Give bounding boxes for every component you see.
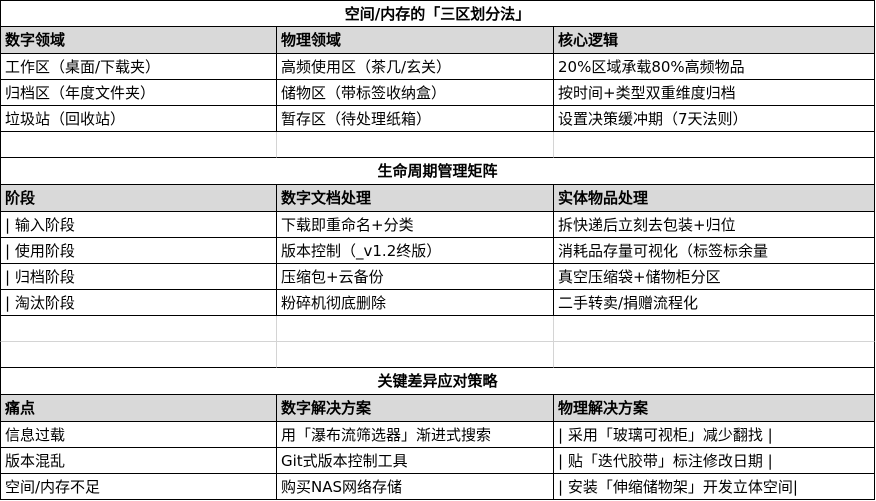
empty-row [0,316,875,342]
table-row: 信息过载 用「瀑布流筛选器」渐进式搜索 | 采用「玻璃可视柜」减少翻找 | [0,422,875,448]
header-cell[interactable]: 数字解决方案 [277,395,554,422]
table-cell[interactable]: 暂存区（待处理纸箱） [277,106,554,132]
header-cell[interactable]: 痛点 [0,395,277,422]
empty-cell[interactable] [0,316,277,342]
empty-row [0,132,875,158]
table-cell[interactable]: 购买NAS网络存储 [277,474,554,500]
header-cell[interactable]: 核心逻辑 [554,27,875,54]
table-row: | 淘汰阶段 粉碎机彻底删除 二手转卖/捐赠流程化 [0,290,875,316]
header-cell[interactable]: 阶段 [0,185,277,212]
section-title[interactable]: 生命周期管理矩阵 [0,158,875,185]
table-cell[interactable]: 设置决策缓冲期（7天法则） [554,106,875,132]
empty-cell[interactable] [0,132,277,158]
section-title[interactable]: 空间/内存的「三区划分法」 [0,0,875,27]
table-cell[interactable]: 压缩包+云备份 [277,264,554,290]
table-row: | 使用阶段 版本控制（_v1.2终版） 消耗品存量可视化（标签标余量 [0,238,875,264]
table-cell[interactable]: 高频使用区（茶几/玄关） [277,54,554,80]
table-cell[interactable]: 粉碎机彻底删除 [277,290,554,316]
table-cell[interactable]: 真空压缩袋+储物柜分区 [554,264,875,290]
table-cell[interactable]: 信息过载 [0,422,277,448]
table-cell[interactable]: 版本混乱 [0,448,277,474]
header-row: 数字领域 物理领域 核心逻辑 [0,27,875,54]
table-cell[interactable]: 归档区（年度文件夹） [0,80,277,106]
table-cell[interactable]: | 贴「迭代胶带」标注修改日期 | [554,448,875,474]
table-cell[interactable]: | 淘汰阶段 [0,290,277,316]
table-cell[interactable]: 消耗品存量可视化（标签标余量 [554,238,875,264]
table-cell[interactable]: 二手转卖/捐赠流程化 [554,290,875,316]
header-cell[interactable]: 数字文档处理 [277,185,554,212]
header-cell[interactable]: 实体物品处理 [554,185,875,212]
table-row: | 输入阶段 下载即重命名+分类 拆快递后立刻去包装+归位 [0,212,875,238]
empty-cell[interactable] [277,132,554,158]
table-cell[interactable]: | 使用阶段 [0,238,277,264]
table-cell[interactable]: | 归档阶段 [0,264,277,290]
table-cell[interactable]: 按时间+类型双重维度归档 [554,80,875,106]
empty-cell[interactable] [554,316,875,342]
empty-cell[interactable] [277,316,554,342]
table-cell[interactable]: | 采用「玻璃可视柜」减少翻找 | [554,422,875,448]
table-cell[interactable]: 空间/内存不足 [0,474,277,500]
table-cell[interactable]: 拆快递后立刻去包装+归位 [554,212,875,238]
header-cell[interactable]: 数字领域 [0,27,277,54]
table-cell[interactable]: | 输入阶段 [0,212,277,238]
empty-cell[interactable] [554,132,875,158]
table-cell[interactable]: Git式版本控制工具 [277,448,554,474]
table-cell[interactable]: 20%区域承载80%高频物品 [554,54,875,80]
table-cell[interactable]: | 安装「伸缩储物架」开发立体空间| [554,474,875,500]
table-cell[interactable]: 用「瀑布流筛选器」渐进式搜索 [277,422,554,448]
table-cell[interactable]: 下载即重命名+分类 [277,212,554,238]
section-2: 生命周期管理矩阵 阶段 数字文档处理 实体物品处理 | 输入阶段 下载即重命名+分类 拆快递… [0,158,875,368]
table-row: | 归档阶段 压缩包+云备份 真空压缩袋+储物柜分区 [0,264,875,290]
empty-cell[interactable] [0,342,277,368]
header-row: 阶段 数字文档处理 实体物品处理 [0,185,875,212]
section-1: 空间/内存的「三区划分法」 数字领域 物理领域 核心逻辑 工作区（桌面/下载夹） 高频使用… [0,0,875,158]
header-cell[interactable]: 物理领域 [277,27,554,54]
empty-row [0,342,875,368]
table-row: 归档区（年度文件夹） 储物区（带标签收纳盒） 按时间+类型双重维度归档 [0,80,875,106]
table-row: 版本混乱 Git式版本控制工具 | 贴「迭代胶带」标注修改日期 | [0,448,875,474]
table-cell[interactable]: 储物区（带标签收纳盒） [277,80,554,106]
empty-cell[interactable] [277,342,554,368]
section-title[interactable]: 关键差异应对策略 [0,368,875,395]
table-cell[interactable]: 工作区（桌面/下载夹） [0,54,277,80]
table-row: 空间/内存不足 购买NAS网络存储 | 安装「伸缩储物架」开发立体空间| [0,474,875,500]
header-row: 痛点 数字解决方案 物理解决方案 [0,395,875,422]
table-cell[interactable]: 版本控制（_v1.2终版） [277,238,554,264]
table-row: 垃圾站（回收站） 暂存区（待处理纸箱） 设置决策缓冲期（7天法则） [0,106,875,132]
table-row: 工作区（桌面/下载夹） 高频使用区（茶几/玄关） 20%区域承载80%高频物品 [0,54,875,80]
empty-cell[interactable] [554,342,875,368]
table-cell[interactable]: 垃圾站（回收站） [0,106,277,132]
section-3: 关键差异应对策略 痛点 数字解决方案 物理解决方案 信息过载 用「瀑布流筛选器」渐进式搜索… [0,368,875,500]
header-cell[interactable]: 物理解决方案 [554,395,875,422]
